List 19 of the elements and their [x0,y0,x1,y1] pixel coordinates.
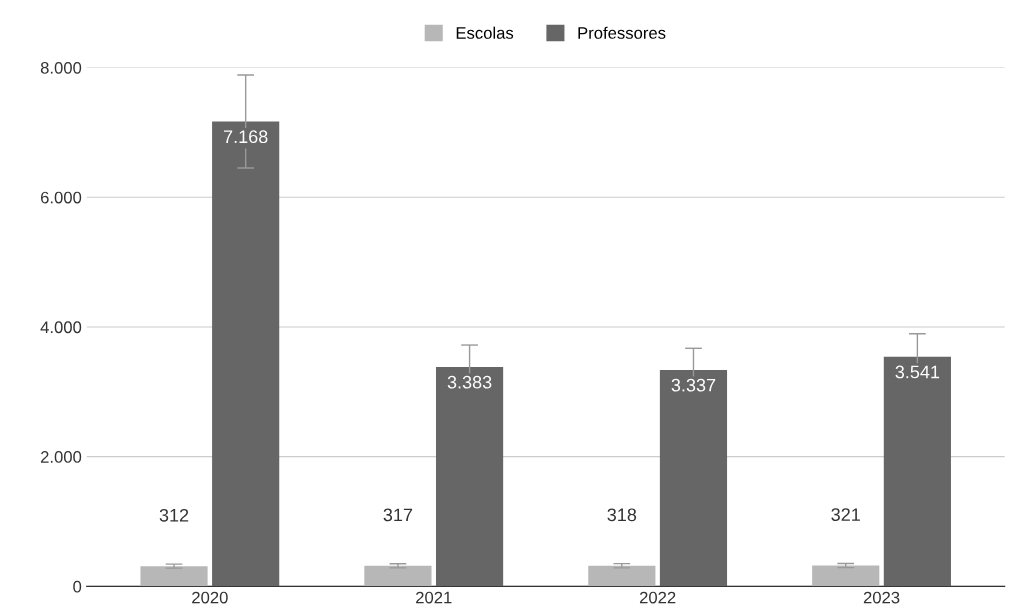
y-tick-label: 4.000 [40,321,82,334]
y-tick-label: 2.000 [40,451,82,463]
x-tick-label: 2023 [863,591,900,604]
y-tick-label: 6.000 [40,191,82,204]
legend-label: Escolas [456,26,514,39]
y-tick-label: 0 [73,580,82,593]
data-label: 7.168 [224,130,268,144]
x-tick-label: 2020 [192,591,228,604]
data-label: 317 [383,508,413,522]
data-label: 312 [159,508,189,522]
legend-label: Professores [578,26,666,39]
data-label: 321 [831,508,860,522]
data-label: 318 [607,508,637,522]
x-tick-label: 2021 [416,591,452,604]
y-tick-label: 8.000 [40,61,82,74]
data-label: 3.337 [671,378,716,392]
x-tick-label: 2022 [639,591,676,604]
data-label: 3.383 [447,375,492,389]
data-label: 3.541 [895,365,940,379]
